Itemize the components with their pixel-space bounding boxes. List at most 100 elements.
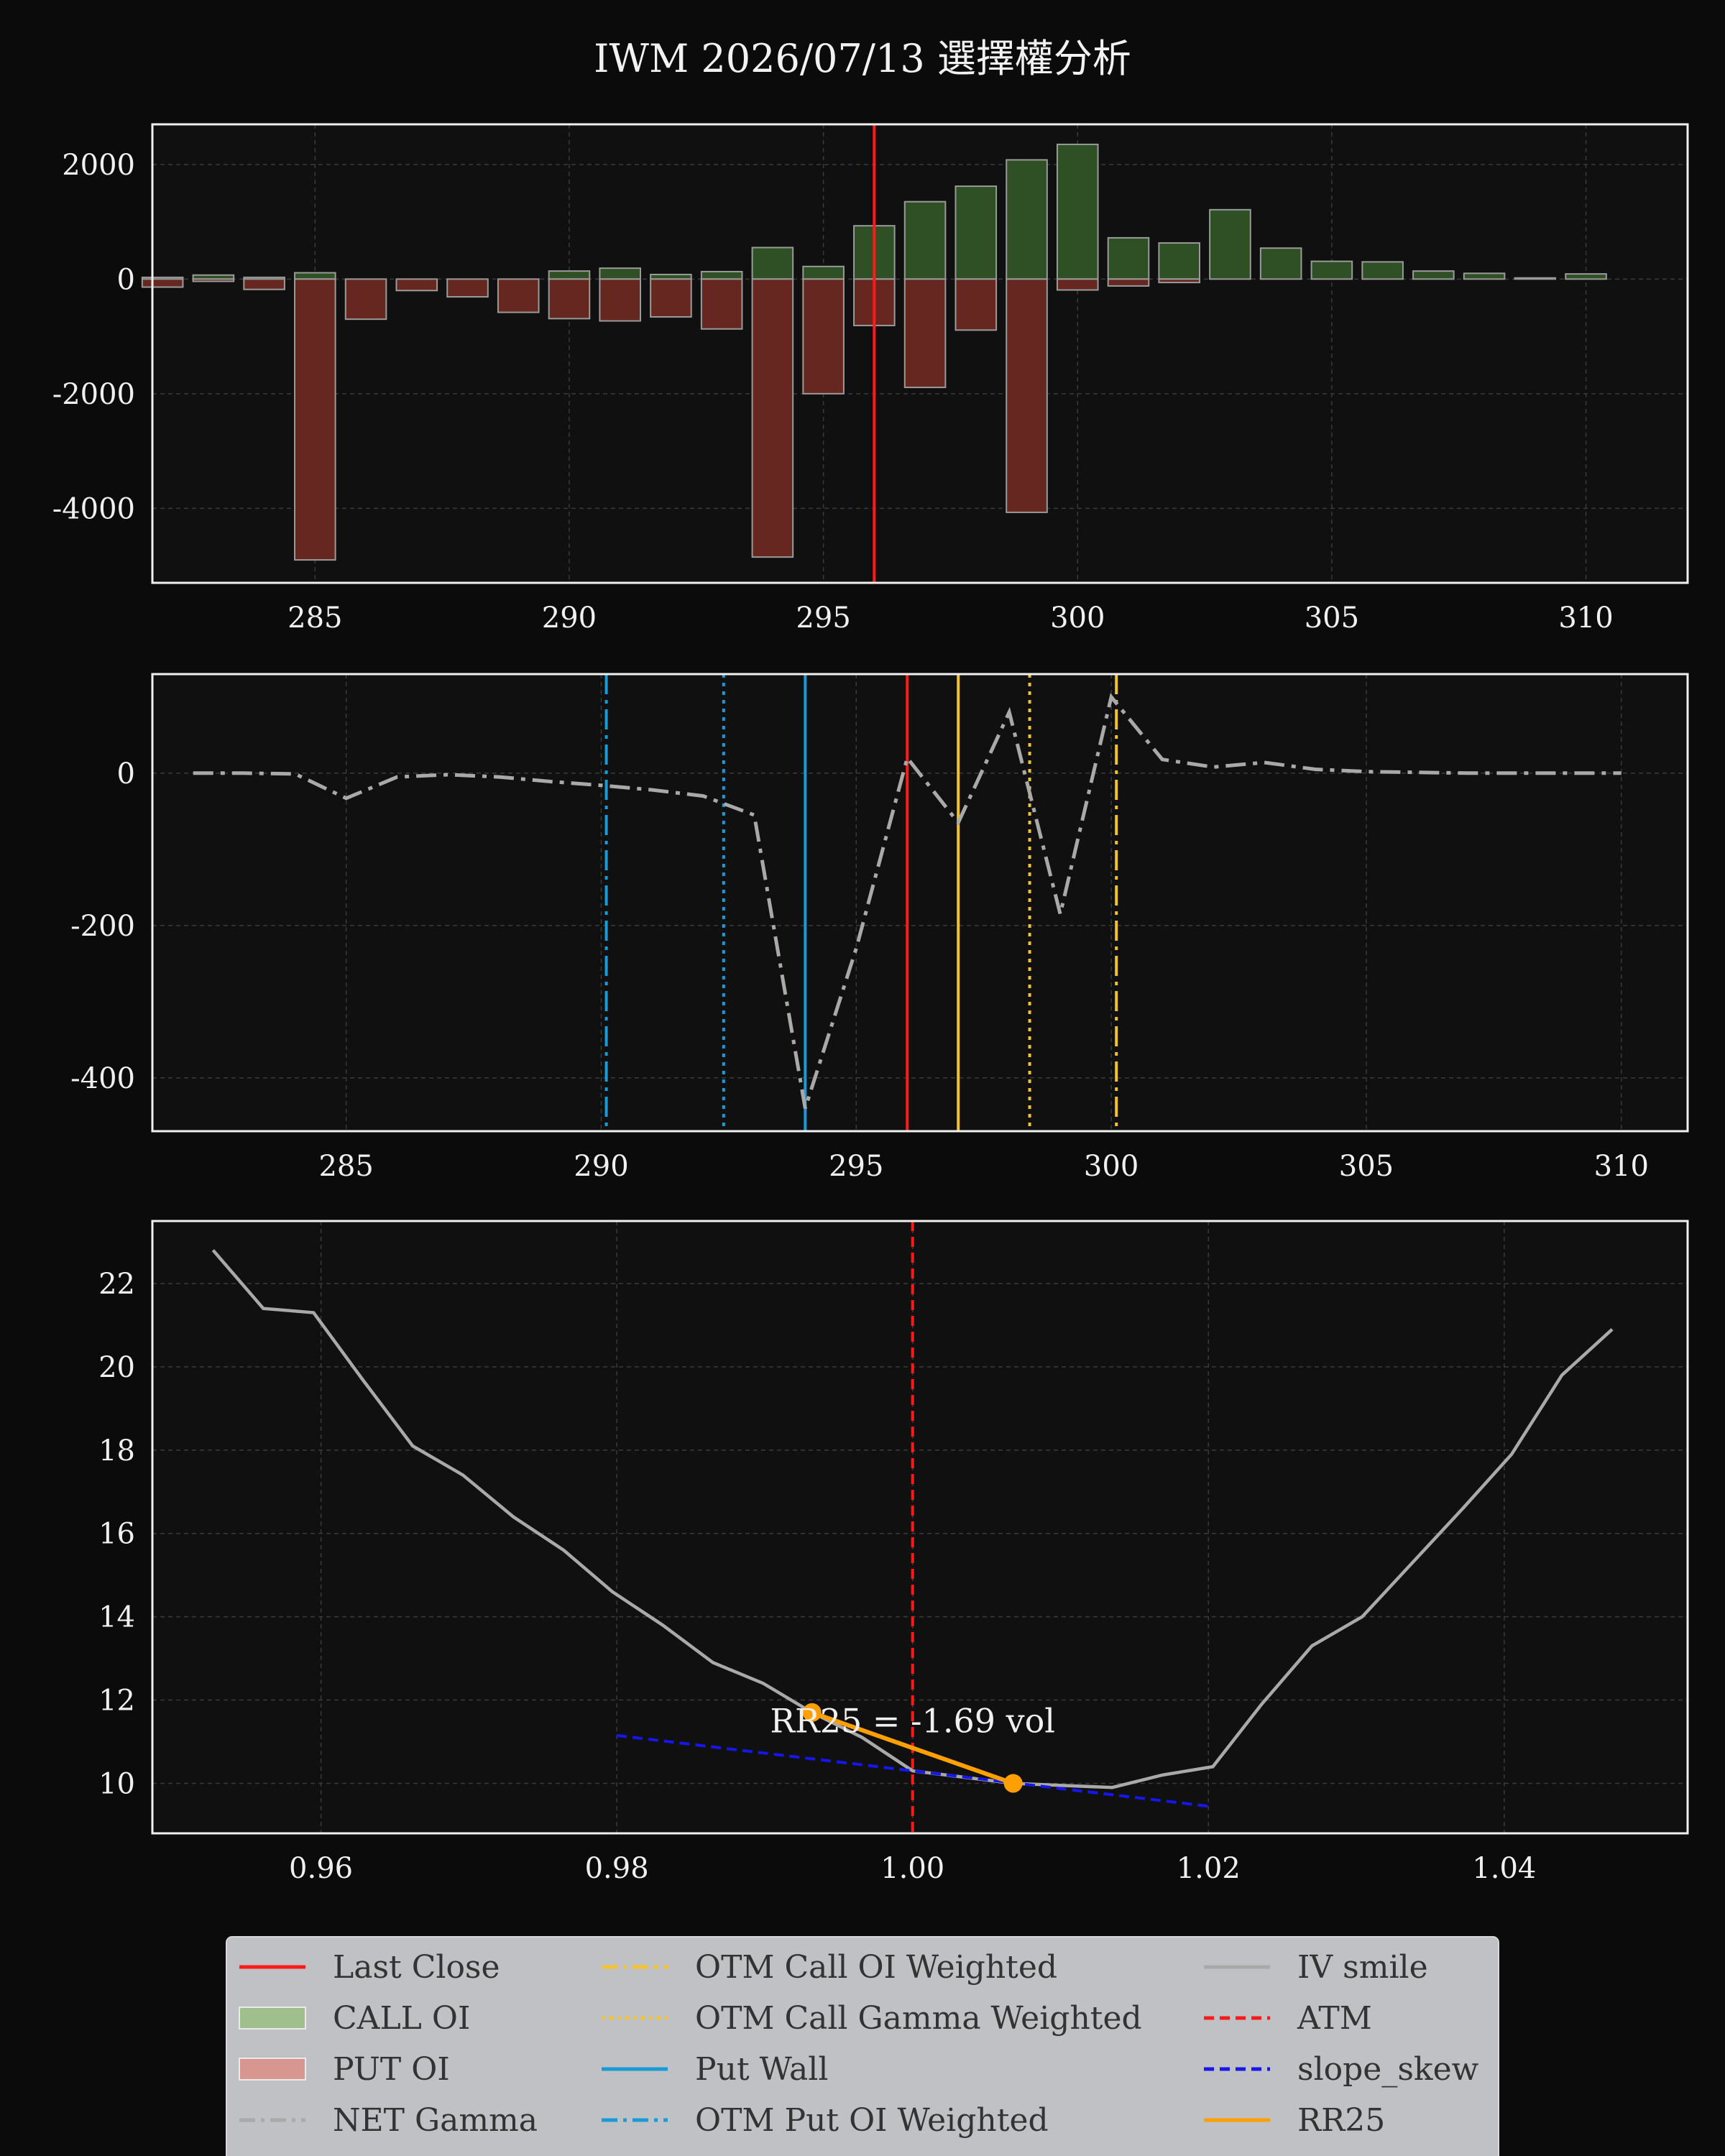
oi-frame [151,123,1689,584]
iv-y-tick-label: 22 [98,1268,135,1301]
put-oi-bar [599,278,641,322]
legend-label: ATM [1297,2000,1372,2037]
gamma-x-tick-label: 300 [1084,1150,1138,1183]
call-oi-bar [548,270,591,280]
call-oi-bar [1006,159,1048,280]
call-oi-bar [1158,242,1201,280]
oi-x-tick-label: 305 [1305,602,1359,635]
iv-y-tick-label: 14 [98,1601,135,1634]
iv-x-tick-label: 1.02 [1177,1852,1241,1885]
put-oi-bar [192,278,235,282]
legend-label: RR25 [1297,2102,1385,2139]
put-oi-bar [294,278,336,561]
oi-x-tick-label: 310 [1558,602,1613,635]
rr25-line [811,1710,1014,1786]
put-oi-bar [903,278,947,389]
gamma-y-tick-label: 0 [117,757,135,791]
put-oi-bar [395,278,438,292]
rr25-annotation: RR25 = -1.69 vol [770,1702,1055,1741]
iv-x-tick-label: 1.00 [880,1852,944,1885]
call-oi-bar [1259,247,1302,280]
call-oi-bar [1107,236,1150,280]
rr25-point [1003,1774,1023,1793]
put-oi-bar [1107,278,1150,287]
iv-y-tick-label: 16 [98,1518,135,1551]
put-oi-bar [243,278,285,290]
gamma-x-tick-label: 285 [318,1150,373,1183]
put-oi-bar [802,278,845,395]
gamma-frame [151,673,1689,1133]
call-oi-bar [1565,273,1607,280]
put-oi-bar [446,278,489,298]
call-oi-bar [802,265,845,280]
legend-label: CALL OI [333,2000,470,2037]
gamma-y-tick-label: -200 [70,910,135,943]
put-oi-bar [751,278,794,558]
call-oi-bar [700,270,743,280]
net-gamma-panel: 285 290 295 300 305 310 0 -200 -400 [70,673,1689,1183]
legend-label: OTM Call OI Weighted [695,1949,1057,1986]
put-oi-bar [1056,278,1099,291]
call-oi-bar [751,247,794,280]
put-oi-bar [497,278,540,313]
iv-y-tick-label: 10 [98,1767,135,1800]
call-oi-bar [954,185,998,280]
legend-label: OTM Call Gamma Weighted [695,2000,1142,2037]
legend-label: Put Wall [695,2051,828,2088]
legend-label: PUT OI [333,2051,450,2088]
call-oi-bar [903,201,947,280]
put-oi-bar [650,278,692,318]
legend: Last Close CALL OI PUT OI NET Gamma OTM Call… [226,1936,1499,2156]
iv-y-tick-label: 18 [98,1434,135,1468]
oi-x-tick-label: 290 [542,602,597,635]
call-oi-bar [1310,260,1353,280]
call-oi-bar [1361,261,1404,280]
put-oi-bar [954,278,998,331]
gamma-y-tick-label: -400 [70,1062,135,1095]
put-oi-bar [344,278,387,321]
iv-smile-line [211,1249,1614,1789]
oi-y-tick-label: 0 [117,263,135,296]
slope-skew-line [616,1733,1209,1808]
call-oi-bar [294,272,336,280]
gamma-x-tick-label: 290 [574,1150,628,1183]
put-oi-bar [1158,278,1201,284]
legend-label: IV smile [1297,1949,1428,1986]
legend-label: Last Close [333,1949,500,1986]
gamma-plot-area [152,674,1688,1131]
call-oi-bar [1514,277,1557,280]
oi-x-tick-label: 300 [1050,602,1105,635]
oi-panel: 285 290 295 300 305 310 2000 0 -2000 -4000 [52,123,1689,635]
call-oi-bar [1463,272,1506,280]
oi-x-tick-label: 285 [288,602,342,635]
iv-smile-panel: 0.96 0.98 1.00 1.02 1.04 22 20 18 16 14 12 10 RR25 =… [98,1220,1689,1885]
call-oi-bar [1209,208,1251,280]
iv-x-tick-label: 0.96 [289,1852,353,1885]
put-oi-bar [700,278,743,330]
iv-plot-area [152,1221,1688,1833]
legend-label: NET Gamma [333,2102,538,2139]
iv-y-tick-label: 20 [98,1351,135,1384]
call-oi-bar [1056,143,1099,280]
chart-title: IWM 2026/07/13 選擇權分析 [594,36,1131,81]
legend-swatch [239,2058,306,2081]
rr25-point [802,1703,822,1722]
legend-label: OTM Put OI Weighted [695,2102,1049,2139]
oi-x-tick-label: 295 [796,602,850,635]
iv-frame [151,1220,1689,1835]
put-oi-bar [1006,278,1048,513]
put-oi-bar [141,278,184,288]
put-oi-bar [548,278,591,320]
oi-y-tick-label: -2000 [52,378,135,411]
oi-y-tick-label: 2000 [62,149,135,182]
gamma-x-tick-label: 305 [1339,1150,1394,1183]
iv-x-tick-label: 1.04 [1472,1852,1536,1885]
legend-label: slope_skew [1297,2051,1479,2088]
call-oi-bar [599,267,641,280]
net-gamma-line [193,693,1622,1109]
oi-y-tick-label: -4000 [52,492,135,525]
call-oi-bar [1412,270,1455,280]
gamma-x-tick-label: 295 [829,1150,883,1183]
legend-box [226,1936,1499,2156]
